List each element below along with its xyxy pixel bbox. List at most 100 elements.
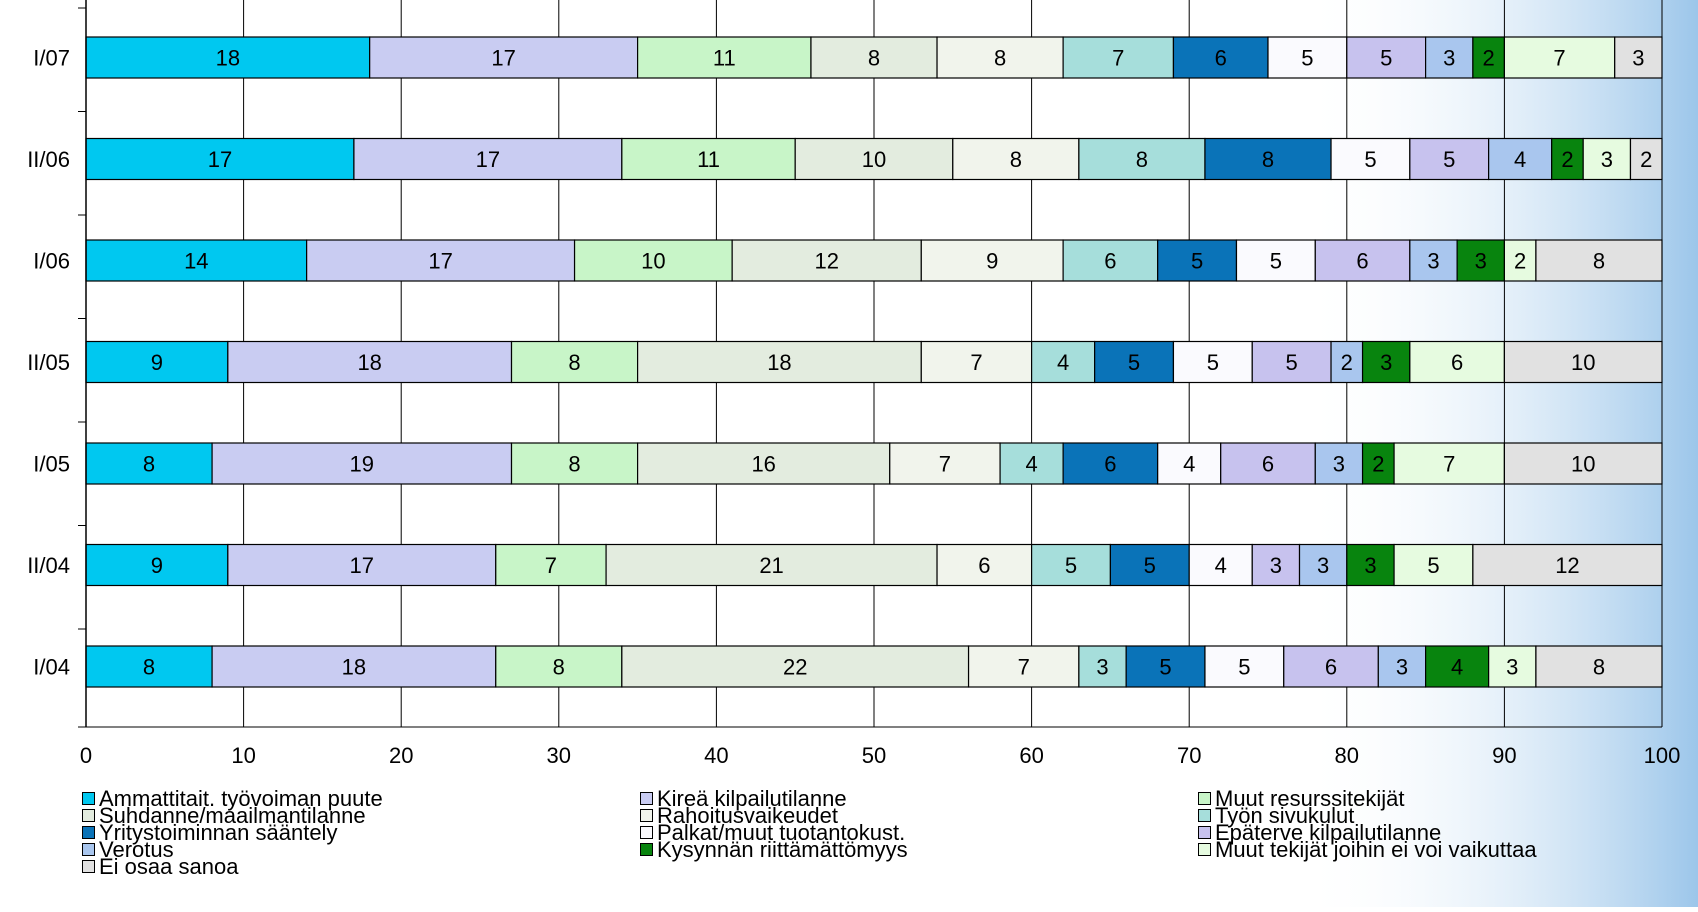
bar-segment [85, 340, 229, 384]
bar-segment [1062, 442, 1159, 485]
bar-segment [1472, 543, 1663, 587]
bar-segment [636, 36, 812, 79]
legend-item: Kysynnän riittämättömyys [640, 837, 1198, 862]
data-label: 5 [1427, 553, 1439, 578]
legend-item: Työn sivukulut [1198, 805, 1642, 827]
legend-label: Muut tekijät joihin ei voi vaikuttaa [1215, 837, 1537, 862]
data-label: 6 [1356, 249, 1368, 274]
data-label: 10 [1571, 452, 1595, 477]
legend-label: Epäterve kilpailutilanne [1215, 820, 1442, 845]
legend-swatch [640, 843, 653, 856]
bar-segment [810, 36, 938, 79]
bar-segment [1314, 239, 1411, 282]
data-label: 5 [1301, 46, 1313, 71]
y-tick-label: I/04 [33, 655, 70, 680]
data-label: 10 [641, 249, 665, 274]
data-label: 18 [342, 655, 366, 680]
bar-segment [495, 543, 607, 587]
data-label: 10 [862, 147, 886, 172]
bar-segment [605, 543, 938, 587]
legend-swatch [1198, 826, 1211, 839]
legend-swatch [82, 826, 95, 839]
bar-segment [227, 543, 497, 587]
legend-swatch [640, 809, 653, 822]
bar-segment [1361, 340, 1411, 384]
bar-segment [510, 442, 639, 485]
legend-label: Kysynnän riittämättömyys [657, 837, 908, 862]
data-label: 4 [1025, 452, 1037, 477]
data-label: 11 [697, 147, 720, 172]
bar-segment [1488, 137, 1553, 181]
bar-segment [1393, 543, 1474, 587]
data-label: 17 [491, 46, 515, 71]
data-label: 7 [1443, 452, 1455, 477]
data-label: 5 [1270, 249, 1282, 274]
x-tick-label: 40 [704, 743, 728, 768]
legend-item: Yritystoiminnan sääntely [82, 822, 640, 844]
bar-segment [1330, 137, 1411, 181]
data-label: 8 [568, 350, 580, 375]
legend-item: Muut tekijät joihin ei voi vaikuttaa [1198, 837, 1642, 862]
data-label: 18 [767, 350, 791, 375]
bar-segment [636, 340, 922, 384]
bar-segment [1456, 239, 1505, 282]
x-tick-label: 100 [1644, 743, 1681, 768]
data-label: 6 [1325, 655, 1337, 680]
y-tick-label: II/06 [27, 147, 70, 172]
bar-segment [967, 645, 1080, 688]
legend-item: Verotus [82, 839, 640, 861]
data-label: 12 [1555, 553, 1579, 578]
data-label: 4 [1057, 350, 1069, 375]
data-label: 12 [814, 249, 838, 274]
bar-segment [85, 543, 229, 587]
bar-segment [1204, 645, 1285, 688]
data-label: 5 [1443, 147, 1455, 172]
bar-segment [1614, 36, 1663, 79]
bar-segment [1235, 239, 1316, 282]
data-label: 8 [1593, 655, 1605, 680]
data-label: 6 [978, 553, 990, 578]
legend-item: Palkat/muut tuotantokust. [640, 822, 1198, 844]
data-label: 2 [1483, 46, 1495, 71]
data-label: 8 [568, 452, 580, 477]
data-label: 21 [759, 553, 783, 578]
bar-segment [920, 340, 1033, 384]
data-label: 14 [184, 249, 208, 274]
data-label: 8 [143, 452, 155, 477]
data-label: 8 [1593, 249, 1605, 274]
legend-label: Suhdanne/maailmantilanne [99, 803, 366, 828]
bars: 18 17 11 8 8 7 6 5 5 3 2 7 317 17 11 10 8 8 8 5 5 4 2 3 214 17 10 1… [85, 36, 1663, 688]
bar-segment [1125, 645, 1206, 688]
bar-segment [1409, 340, 1505, 384]
data-label: 8 [994, 46, 1006, 71]
data-label: 17 [476, 147, 500, 172]
bar-segment [1283, 645, 1379, 688]
data-label: 18 [357, 350, 381, 375]
data-label: 4 [1215, 553, 1227, 578]
data-label: 3 [1364, 553, 1376, 578]
legend-swatch [1198, 809, 1211, 822]
data-label: 8 [868, 46, 880, 71]
data-label: 3 [1506, 655, 1518, 680]
legend-label: Ei osaa sanoa [99, 854, 239, 879]
axes: 0 10 20 30 40 50 60 70 80 90 100 I/07 II/06 I/06 II/05… [27, 0, 1680, 768]
x-tick-label: 50 [862, 743, 886, 768]
data-label: 17 [208, 147, 232, 172]
legend-item: Suhdanne/maailmantilanne [82, 803, 640, 828]
bar-segment [636, 442, 891, 485]
bar-segment [1346, 543, 1395, 587]
data-label: 3 [1601, 147, 1613, 172]
data-label: 10 [1571, 350, 1595, 375]
bar-segment [1629, 137, 1663, 181]
bar-segment [1157, 442, 1222, 485]
data-label: 17 [350, 553, 374, 578]
bar-segment [936, 36, 1064, 79]
data-label: 6 [1104, 249, 1116, 274]
y-tick-label: II/04 [27, 553, 70, 578]
x-tick-label: 80 [1335, 743, 1359, 768]
data-label: 7 [1553, 46, 1565, 71]
bar-segment [920, 239, 1064, 282]
bar-segment [1251, 543, 1301, 587]
data-label: 6 [1262, 452, 1274, 477]
